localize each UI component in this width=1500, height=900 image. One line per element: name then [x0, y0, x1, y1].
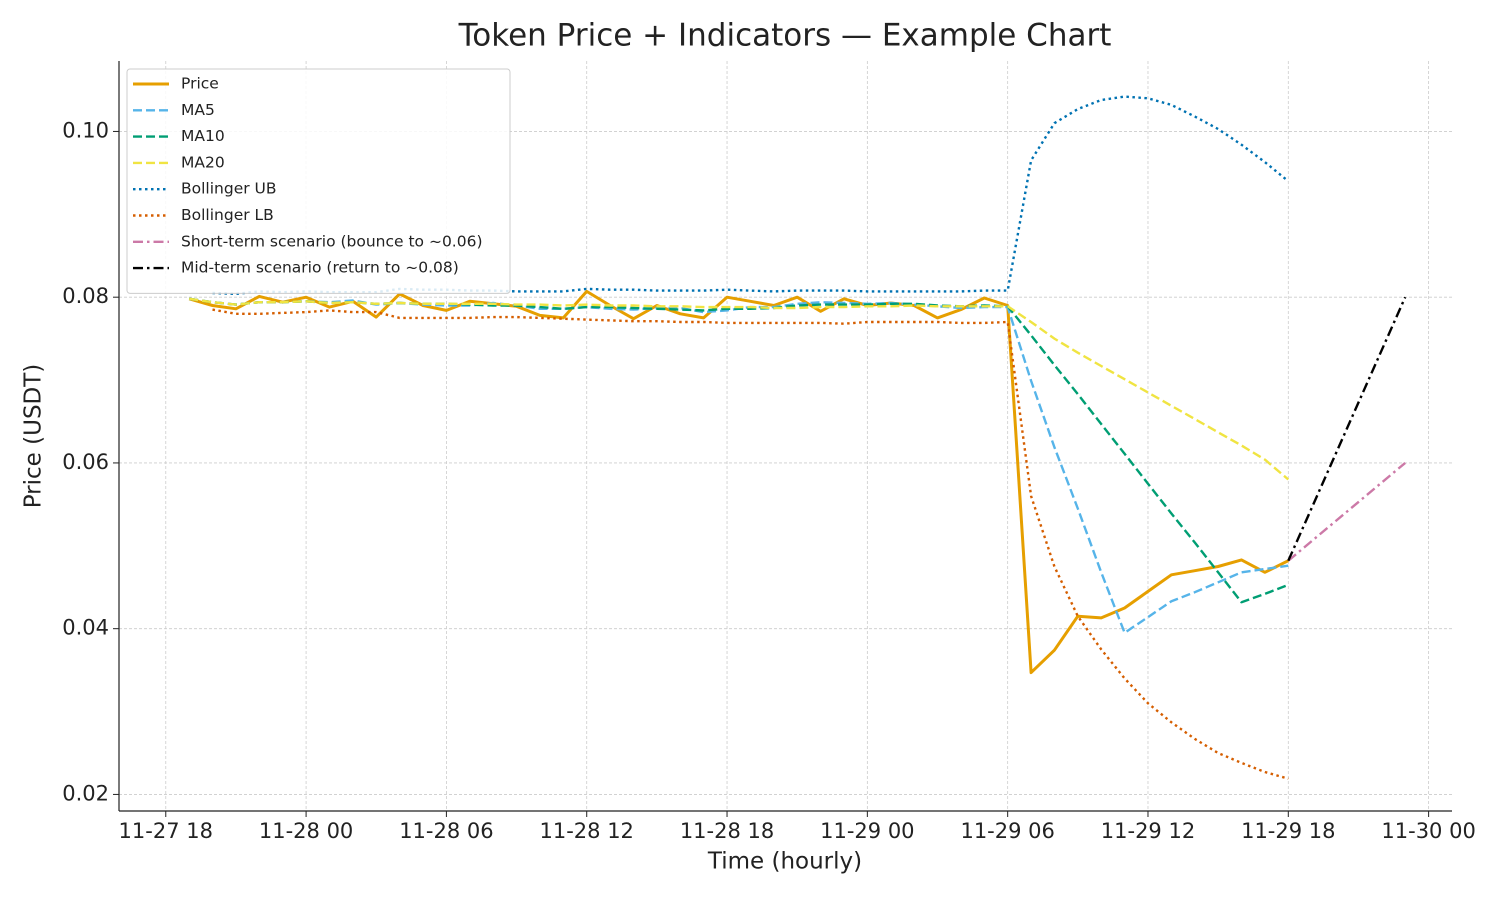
x-tick-label: 11-28 12 [540, 819, 634, 843]
series-line [188, 289, 1289, 675]
series-line [212, 308, 1289, 780]
x-tick-label: 11-28 18 [680, 819, 774, 843]
x-tick-label: 11-28 00 [259, 819, 353, 843]
x-tick-label: 11-29 18 [1241, 819, 1335, 843]
series-line [189, 297, 1290, 481]
series-line [189, 297, 1289, 604]
legend-box [126, 68, 511, 294]
series-line [1287, 296, 1407, 562]
legend-label: MA10 [181, 127, 225, 145]
x-tick-label: 11-30 00 [1381, 819, 1475, 843]
series-line [189, 297, 1289, 634]
legend-label: Short-term scenario (bounce to ~0.06) [181, 232, 483, 250]
legend-label: MA20 [181, 153, 225, 171]
legend-label: Price [181, 75, 219, 93]
legend-label: Bollinger LB [181, 206, 274, 224]
y-axis-label: Price (USDT) [21, 364, 47, 509]
x-axis-label: Time (hourly) [707, 849, 862, 875]
x-tick-label: 11-29 06 [960, 819, 1054, 843]
y-tick-label: 0.02 [62, 781, 109, 805]
y-tick-label: 0.04 [62, 616, 109, 640]
y-tick-label: 0.10 [62, 118, 109, 142]
x-tick-label: 11-27 18 [119, 819, 213, 843]
legend-label: MA5 [181, 101, 215, 119]
x-tick-label: 11-29 12 [1101, 819, 1195, 843]
series-line [1287, 461, 1406, 562]
x-tick-label: 11-29 00 [820, 819, 914, 843]
legend-label: Mid-term scenario (return to ~0.08) [181, 259, 459, 277]
legend-label: Bollinger UB [181, 180, 277, 198]
chart-title: Token Price + Indicators — Example Chart [458, 18, 1112, 54]
y-tick-label: 0.06 [62, 450, 109, 474]
y-tick-label: 0.08 [62, 284, 109, 308]
x-tick-label: 11-28 06 [399, 819, 493, 843]
legend: Price MA5 MA10 MA20 Bollinger UB Bollinger LB… [126, 68, 511, 294]
series-line [212, 95, 1290, 296]
